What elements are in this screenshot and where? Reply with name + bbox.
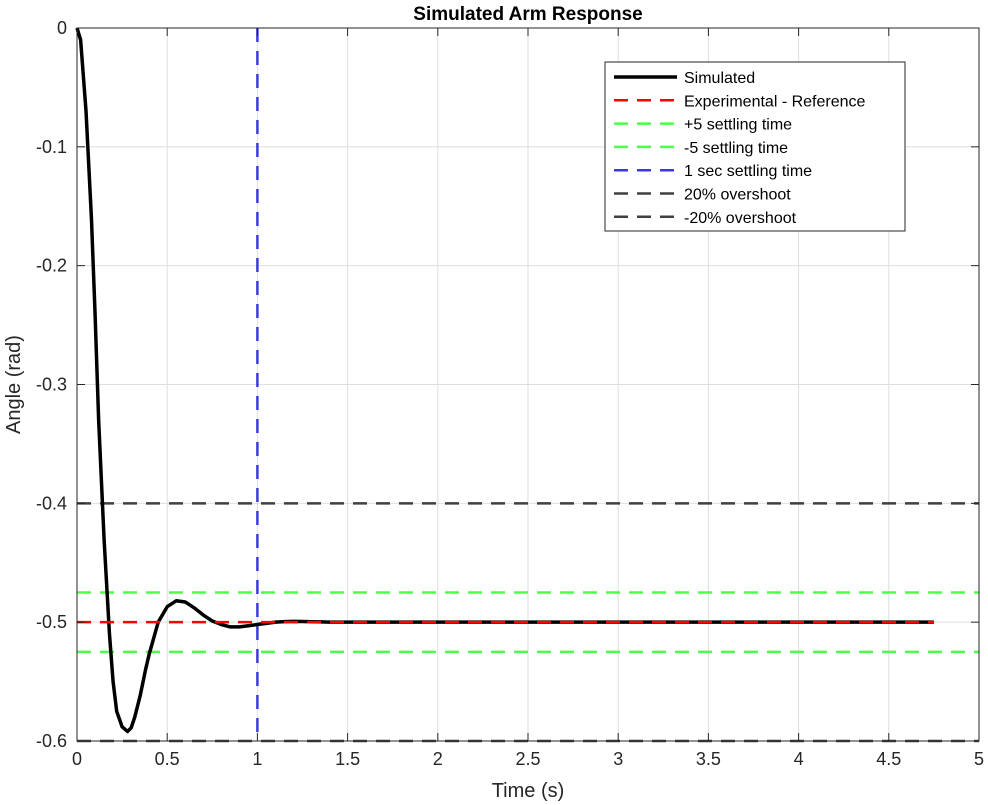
y-tick-label-1: -0.1 <box>36 137 67 157</box>
x-tick-label-4: 2 <box>433 749 443 769</box>
y-tick-label-0: 0 <box>57 18 67 38</box>
x-tick-label-3: 1.5 <box>335 749 360 769</box>
legend-label-5-settling-time: +5 settling time <box>684 117 792 134</box>
axis-ticks: 0 0.5 1 1.5 2 2.5 3 3.5 4 4.5 5 0 -0.1 -0.2 -0.3 -0.4 -0… <box>36 18 984 769</box>
y-tick-label-2: -0.2 <box>36 256 67 276</box>
y-axis-label: Angle (rad) <box>3 335 25 434</box>
x-tick-label-0: 0 <box>72 749 82 769</box>
x-tick-label-7: 3.5 <box>696 749 721 769</box>
x-tick-label-6: 3 <box>613 749 623 769</box>
y-tick-label-3: -0.3 <box>36 375 67 395</box>
x-tick-label-5: 2.5 <box>515 749 540 769</box>
y-tick-label-6: -0.6 <box>36 731 67 751</box>
legend-label-20-overshoot: -20% overshoot <box>684 210 797 227</box>
legend-label-experimental-reference: Experimental - Reference <box>684 93 866 110</box>
legend-label-20-overshoot: 20% overshoot <box>684 187 791 204</box>
legend: Simulated Experimental - Reference +5 sett… <box>604 61 906 232</box>
x-tick-label-8: 4 <box>794 749 804 769</box>
x-tick-label-2: 1 <box>252 749 262 769</box>
legend-label-5-settling-time: -5 settling time <box>684 140 788 157</box>
x-tick-label-1: 0.5 <box>155 749 180 769</box>
legend-label-1-sec-settling-time: 1 sec settling time <box>684 163 812 180</box>
x-tick-label-9: 4.5 <box>876 749 901 769</box>
x-axis-label: Time (s) <box>492 780 565 802</box>
legend-box <box>604 61 906 232</box>
chart-title: Simulated Arm Response <box>413 4 642 25</box>
y-tick-label-4: -0.4 <box>36 493 67 513</box>
legend-label-simulated: Simulated <box>684 70 755 87</box>
y-tick-label-5: -0.5 <box>36 612 67 632</box>
x-tick-label-10: 5 <box>974 749 984 769</box>
